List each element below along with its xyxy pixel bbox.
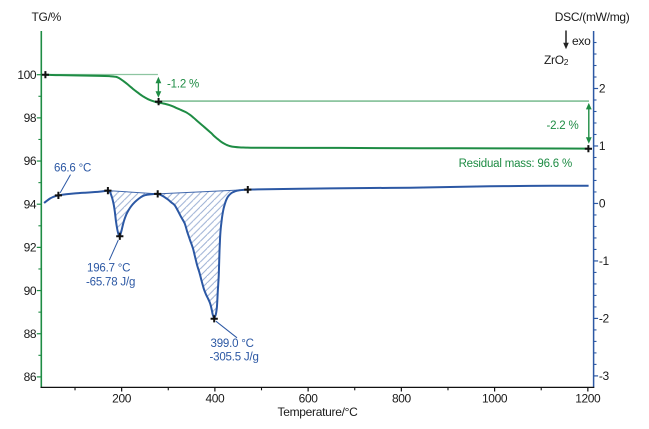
svg-text:600: 600: [299, 392, 319, 406]
svg-text:94: 94: [24, 197, 37, 211]
svg-text:400: 400: [205, 392, 225, 406]
svg-text:exo: exo: [572, 34, 591, 48]
svg-text:88: 88: [24, 327, 37, 341]
svg-text:399.0 °C: 399.0 °C: [211, 338, 254, 350]
svg-text:Residual mass: 96.6 %: Residual mass: 96.6 %: [459, 158, 572, 170]
svg-text:-3: -3: [599, 369, 610, 383]
svg-text:-2: -2: [599, 312, 610, 326]
svg-text:-1: -1: [599, 254, 610, 268]
svg-text:100: 100: [17, 68, 37, 82]
svg-text:1200: 1200: [575, 392, 601, 406]
svg-text:200: 200: [112, 392, 132, 406]
svg-text:96: 96: [24, 154, 37, 168]
svg-text:0: 0: [599, 197, 606, 211]
svg-text:86: 86: [24, 370, 37, 384]
svg-text:Temperature/°C: Temperature/°C: [278, 405, 359, 419]
svg-text:90: 90: [24, 284, 37, 298]
svg-text:1000: 1000: [482, 392, 508, 406]
svg-text:92: 92: [24, 241, 37, 255]
svg-text:-1.2 %: -1.2 %: [167, 79, 199, 91]
svg-text:-2.2 %: -2.2 %: [546, 120, 578, 132]
svg-text:98: 98: [24, 111, 37, 125]
svg-text:ZrO2: ZrO2: [544, 53, 569, 67]
svg-text:DSC/(mW/mg): DSC/(mW/mg): [555, 10, 630, 24]
svg-text:800: 800: [392, 392, 412, 406]
svg-text:TG/%: TG/%: [32, 10, 62, 24]
svg-text:-65.78 J/g: -65.78 J/g: [86, 277, 135, 289]
svg-text:1: 1: [599, 139, 606, 153]
svg-text:-305.5 J/g: -305.5 J/g: [210, 352, 259, 364]
svg-text:66.6 °C: 66.6 °C: [54, 163, 91, 175]
svg-text:2: 2: [599, 82, 606, 96]
svg-text:196.7 °C: 196.7 °C: [87, 263, 130, 275]
